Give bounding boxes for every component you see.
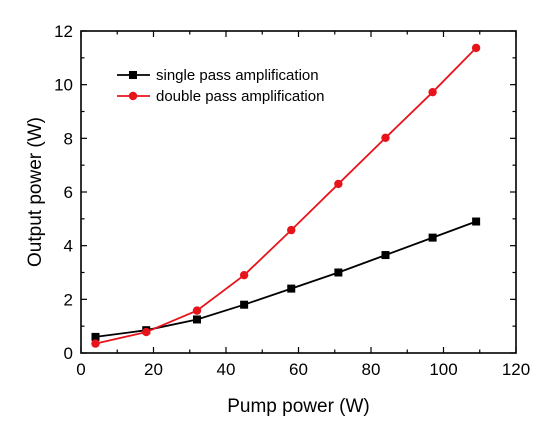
data-point <box>287 225 296 235</box>
data-point <box>428 233 437 242</box>
y-tick-label: 10 <box>54 76 73 95</box>
series-1 <box>91 43 481 348</box>
data-point <box>192 306 202 315</box>
axis-ticks: 0 20 40 60 80 100 120 0 2 4 6 8 10 12 <box>54 22 530 379</box>
y-tick-label: 4 <box>64 237 73 256</box>
data-point <box>334 268 343 277</box>
y-axis-title: Output power (W) <box>25 117 46 267</box>
x-tick-label: 0 <box>76 360 85 379</box>
data-point <box>381 133 390 142</box>
x-tick-label: 40 <box>217 360 236 379</box>
data-point <box>471 43 481 53</box>
x-axis-title: Pump power (W) <box>227 396 370 417</box>
data-point <box>142 327 151 337</box>
legend-entry: single pass amplification <box>117 67 319 84</box>
data-point <box>287 284 296 293</box>
y-tick-label: 2 <box>64 290 73 309</box>
x-tick-label: 80 <box>362 360 381 379</box>
data-point <box>428 87 437 97</box>
data-point <box>381 251 390 260</box>
x-tick-label: 60 <box>289 360 308 379</box>
x-tick-label: 100 <box>429 360 457 379</box>
legend-entry: double pass amplification <box>117 88 324 105</box>
data-point <box>472 217 481 226</box>
data-point <box>239 270 249 280</box>
series-layer <box>91 43 481 348</box>
legend-marker <box>129 71 137 79</box>
series-line <box>95 220 477 338</box>
legend-marker <box>128 91 138 101</box>
data-point <box>240 300 249 309</box>
x-tick-label: 20 <box>144 360 163 379</box>
data-point <box>91 339 100 348</box>
data-point <box>334 179 343 189</box>
y-tick-label: 12 <box>54 22 73 41</box>
x-tick-label: 120 <box>502 360 530 379</box>
data-point <box>193 315 201 324</box>
y-tick-label: 8 <box>64 129 73 148</box>
legend-label: double pass amplification <box>156 88 324 105</box>
legend-label: single pass amplification <box>156 67 319 84</box>
y-tick-label: 0 <box>64 344 73 363</box>
data-point <box>91 332 100 341</box>
y-tick-label: 6 <box>64 183 73 202</box>
legend: single pass amplification double pass amp… <box>117 67 324 105</box>
